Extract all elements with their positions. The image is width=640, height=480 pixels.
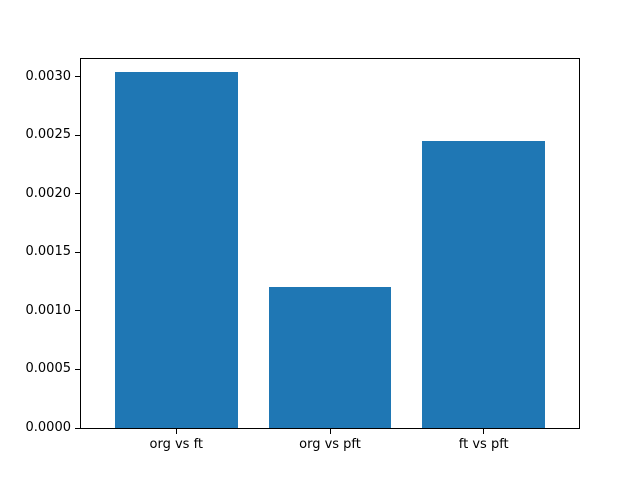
- y-axis-tick: [75, 368, 80, 370]
- x-tick-label-ft-vs-pft: ft vs pft: [458, 437, 509, 452]
- x-tick-label-org-vs-pft: org vs pft: [299, 437, 361, 452]
- bar-ft-vs-pft: [422, 141, 546, 428]
- plot-area: org vs ft org vs pft ft vs pft 0.0000 0.0005…: [26, 58, 580, 452]
- x-tick-label-org-vs-ft: org vs ft: [149, 437, 204, 452]
- y-tick-label-0.0025: 0.0025: [25, 127, 72, 143]
- y-axis-tick: [75, 251, 80, 253]
- y-tick-label-0.0015: 0.0015: [25, 244, 72, 260]
- y-axis-tick: [75, 134, 80, 136]
- y-axis-tick: [75, 310, 80, 312]
- bar-org-vs-pft: [268, 287, 392, 428]
- y-axis-tick: [75, 193, 80, 195]
- x-axis-tick: [483, 429, 485, 434]
- y-tick-label-0.0005: 0.0005: [25, 361, 72, 377]
- y-tick-label-0.0000: 0.0000: [25, 420, 72, 435]
- bar-org-vs-ft: [114, 71, 238, 428]
- y-axis-tick: [75, 427, 80, 429]
- y-tick-label-0.0010: 0.0010: [25, 302, 72, 318]
- x-axis-tick: [175, 429, 177, 434]
- y-tick-label-0.0030: 0.0030: [25, 68, 72, 84]
- x-axis-tick: [329, 429, 331, 434]
- y-axis-tick: [75, 76, 80, 78]
- y-tick-label-0.0020: 0.0020: [25, 185, 72, 201]
